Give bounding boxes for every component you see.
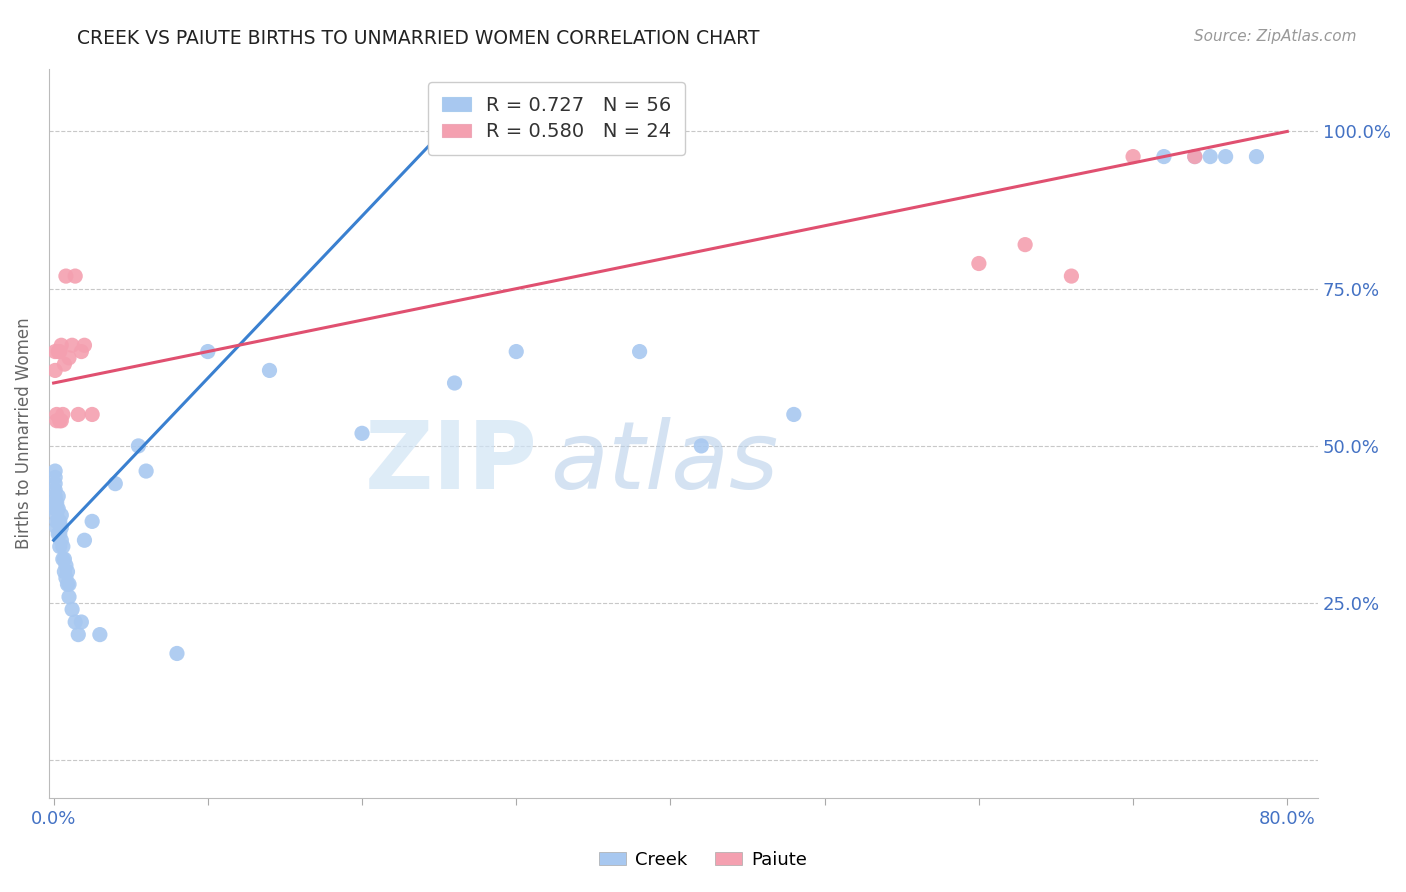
Point xyxy=(628,344,651,359)
Point xyxy=(70,615,93,629)
Point xyxy=(82,515,104,529)
Point xyxy=(60,338,83,352)
Point xyxy=(44,476,66,491)
Point xyxy=(1153,150,1175,164)
Point xyxy=(70,344,93,359)
Point xyxy=(49,414,72,428)
Point xyxy=(1199,150,1222,164)
Point xyxy=(44,501,66,516)
Point xyxy=(56,577,79,591)
Point xyxy=(44,363,66,377)
Point xyxy=(46,489,69,503)
Point xyxy=(45,414,67,428)
Point xyxy=(63,269,86,284)
Point xyxy=(1122,150,1144,164)
Point xyxy=(55,571,77,585)
Point xyxy=(58,577,80,591)
Point xyxy=(49,515,72,529)
Point xyxy=(49,527,72,541)
Text: atlas: atlas xyxy=(550,417,779,508)
Point xyxy=(49,540,72,554)
Point xyxy=(44,495,66,509)
Point xyxy=(53,565,76,579)
Point xyxy=(443,376,465,390)
Point xyxy=(46,501,69,516)
Point xyxy=(967,256,990,270)
Y-axis label: Births to Unmarried Women: Births to Unmarried Women xyxy=(15,318,32,549)
Point xyxy=(51,508,73,522)
Point xyxy=(104,476,127,491)
Point xyxy=(67,408,90,422)
Point xyxy=(45,508,67,522)
Point xyxy=(73,533,96,548)
Point xyxy=(1184,150,1206,164)
Point xyxy=(49,344,72,359)
Point xyxy=(127,439,149,453)
Point xyxy=(350,426,373,441)
Point xyxy=(82,408,104,422)
Point xyxy=(46,515,69,529)
Point xyxy=(60,602,83,616)
Point xyxy=(197,344,219,359)
Point xyxy=(783,408,806,422)
Point xyxy=(45,515,67,529)
Point xyxy=(63,615,86,629)
Point xyxy=(53,552,76,566)
Point xyxy=(67,627,90,641)
Point xyxy=(46,344,69,359)
Text: CREEK VS PAIUTE BIRTHS TO UNMARRIED WOMEN CORRELATION CHART: CREEK VS PAIUTE BIRTHS TO UNMARRIED WOME… xyxy=(77,29,759,47)
Point xyxy=(46,527,69,541)
Point xyxy=(259,363,281,377)
Point xyxy=(1246,150,1268,164)
Text: ZIP: ZIP xyxy=(364,417,537,508)
Point xyxy=(505,344,527,359)
Point xyxy=(58,351,80,365)
Legend: R = 0.727   N = 56, R = 0.580   N = 24: R = 0.727 N = 56, R = 0.580 N = 24 xyxy=(427,82,685,155)
Point xyxy=(44,344,66,359)
Point xyxy=(44,489,66,503)
Point xyxy=(45,501,67,516)
Point xyxy=(45,495,67,509)
Point xyxy=(73,338,96,352)
Point xyxy=(1060,269,1083,284)
Point xyxy=(55,269,77,284)
Point xyxy=(45,521,67,535)
Point xyxy=(1215,150,1237,164)
Point xyxy=(44,470,66,484)
Point xyxy=(52,552,75,566)
Point xyxy=(53,357,76,371)
Point xyxy=(89,627,111,641)
Point xyxy=(166,647,188,661)
Point xyxy=(52,408,75,422)
Point xyxy=(44,483,66,497)
Point xyxy=(55,558,77,573)
Point xyxy=(52,540,75,554)
Point xyxy=(51,521,73,535)
Point xyxy=(1014,237,1036,252)
Text: Source: ZipAtlas.com: Source: ZipAtlas.com xyxy=(1194,29,1357,44)
Point xyxy=(51,414,73,428)
Point xyxy=(44,464,66,478)
Point xyxy=(135,464,157,478)
Point xyxy=(51,533,73,548)
Point xyxy=(56,565,79,579)
Point xyxy=(58,590,80,604)
Point xyxy=(690,439,713,453)
Legend: Creek, Paiute: Creek, Paiute xyxy=(592,844,814,876)
Point xyxy=(1184,150,1206,164)
Point xyxy=(51,338,73,352)
Point xyxy=(45,408,67,422)
